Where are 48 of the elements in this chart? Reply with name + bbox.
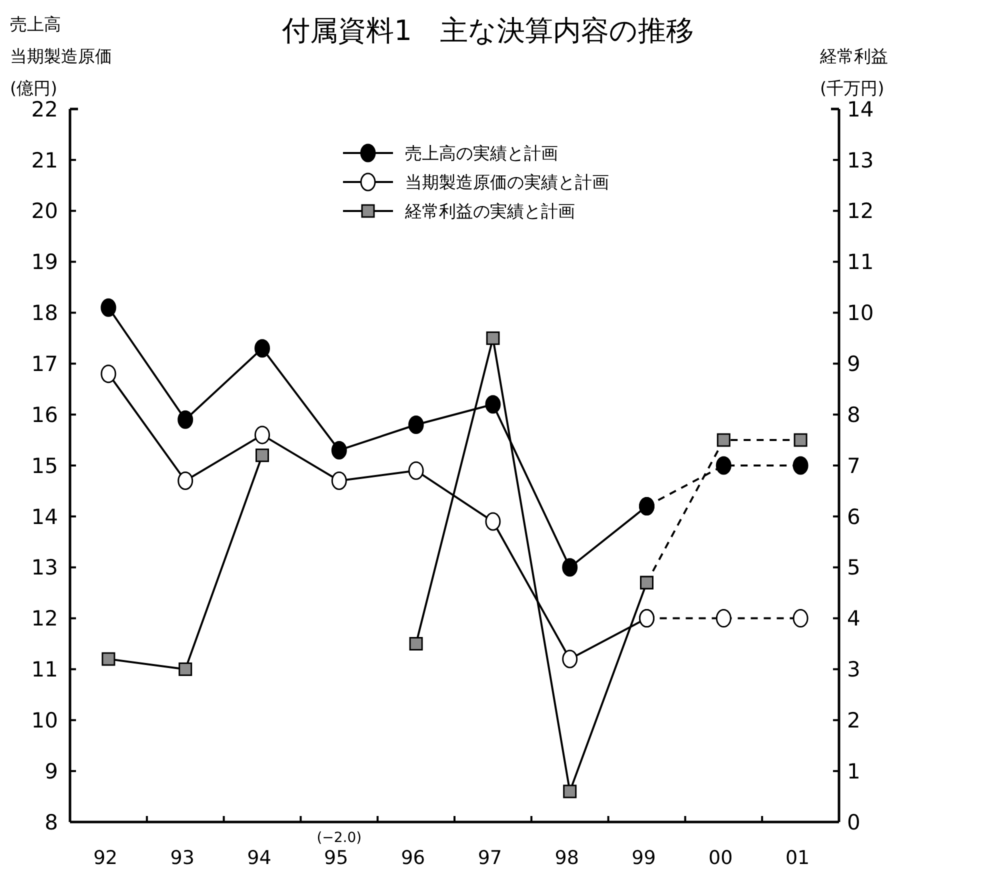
y2-tick-label: 2: [847, 708, 860, 732]
legend-label: 当期製造原価の実績と計画: [405, 172, 609, 193]
y2-tick-label: 3: [847, 658, 860, 682]
x-tick-label: 99: [632, 847, 656, 869]
y-tick-label: 13: [31, 556, 58, 580]
y2-tick-label: 8: [847, 402, 860, 427]
x-tick-label: 92: [93, 847, 118, 869]
y2-tick-label: 11: [847, 250, 874, 274]
y-tick-label: 21: [31, 148, 58, 172]
text: (−2.0): [316, 830, 362, 846]
y2-axis-title: 経常利益 (千万円): [819, 47, 888, 99]
x-tick-label: 95: [324, 847, 348, 869]
x-tick-label: 97: [478, 847, 502, 869]
y-tick-label: 20: [31, 199, 58, 224]
y-tick-label: 15: [31, 454, 58, 478]
y-tick-label: 22: [31, 97, 58, 122]
chart-title: 付属資料1 主な決算内容の推移: [281, 14, 694, 47]
x-tick-label: 96: [400, 847, 426, 869]
x-tick-label: 00: [708, 847, 733, 869]
y2-tick-label: 14: [847, 97, 874, 122]
x-tick-label: 01: [785, 847, 810, 869]
y2-tick-label: 6: [847, 504, 860, 529]
text: 売上高: [10, 15, 61, 35]
x-tick-label: 94: [247, 847, 272, 869]
y-tick-label: 16: [31, 402, 58, 427]
y-tick-label: 14: [31, 504, 58, 529]
y2-tick-label: 10: [847, 301, 874, 326]
y-tick-label: 8: [44, 810, 58, 834]
y2-tick-label: 5: [847, 556, 860, 580]
y-axis-title: 当期製造原価 (億円): [10, 47, 112, 99]
legend-label: 売上高の実績と計画: [405, 144, 558, 164]
y-tick-label: 18: [31, 301, 58, 326]
y2-tick-label: 1: [847, 759, 860, 784]
y-tick-label: 10: [31, 708, 58, 732]
y-tick-label: 17: [31, 352, 58, 376]
x-tick-label: 93: [170, 847, 194, 869]
legend-label: 経常利益の実績と計画: [404, 202, 575, 222]
y2-tick-label: 0: [847, 810, 860, 834]
y-tick-label: 12: [31, 606, 58, 631]
y2-tick-label: 9: [847, 352, 860, 376]
y-tick-label: 9: [44, 759, 58, 784]
y-tick-label: 11: [31, 658, 58, 682]
y2-tick-label: 13: [847, 148, 874, 172]
x-tick-label: 98: [554, 847, 579, 869]
y2-tick-label: 12: [847, 199, 874, 224]
y2-tick-label: 7: [847, 454, 860, 478]
y-tick-label: 19: [31, 250, 58, 274]
y2-tick-label: 4: [847, 606, 860, 631]
